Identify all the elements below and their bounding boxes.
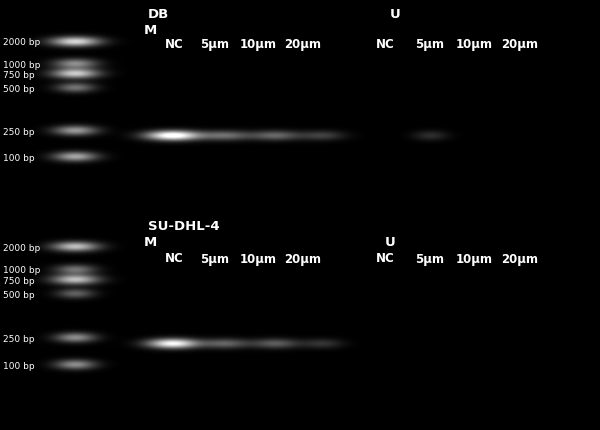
Text: 5μm: 5μm [415,38,445,51]
Text: NC: NC [165,252,184,265]
Text: M: M [144,24,157,37]
Text: 10μm: 10μm [455,252,493,265]
Text: 20μm: 20μm [284,252,322,265]
Text: NC: NC [376,38,394,51]
Text: 100 bp: 100 bp [3,361,35,370]
Text: 250 bp: 250 bp [3,334,35,343]
Text: 750 bp: 750 bp [3,276,35,285]
Text: 100 bp: 100 bp [3,154,35,163]
Text: NC: NC [376,252,394,265]
Text: 20μm: 20μm [284,38,322,51]
Text: 5μm: 5μm [200,38,229,51]
Text: 500 bp: 500 bp [3,84,35,93]
Text: 20μm: 20μm [502,252,539,265]
Text: 10μm: 10μm [239,252,277,265]
Text: 1000 bp: 1000 bp [3,60,40,69]
Text: 2000 bp: 2000 bp [3,38,40,47]
Text: DB: DB [148,8,169,21]
Text: M: M [144,236,157,249]
Text: NC: NC [165,38,184,51]
Text: 5μm: 5μm [415,252,445,265]
Text: U: U [385,236,396,249]
Text: 20μm: 20μm [502,38,539,51]
Text: 750 bp: 750 bp [3,71,35,80]
Text: SU-DHL-4: SU-DHL-4 [148,220,220,233]
Text: 500 bp: 500 bp [3,290,35,299]
Text: 1000 bp: 1000 bp [3,266,40,275]
Text: 250 bp: 250 bp [3,127,35,136]
Text: 2000 bp: 2000 bp [3,243,40,252]
Text: 5μm: 5μm [200,252,229,265]
Text: 10μm: 10μm [455,38,493,51]
Text: U: U [390,8,401,21]
Text: 10μm: 10μm [239,38,277,51]
